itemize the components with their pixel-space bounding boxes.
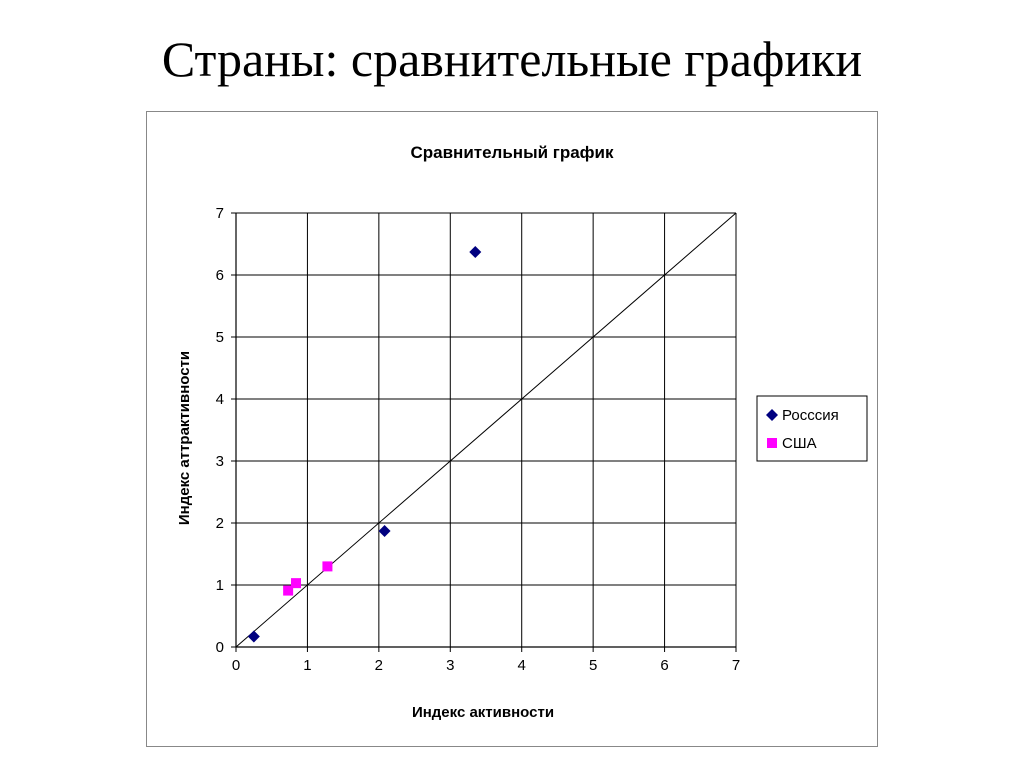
russia-data-point — [247, 630, 260, 643]
legend-label: Росссия — [782, 407, 839, 424]
x-tick-label: 0 — [232, 657, 240, 674]
x-axis-title: Индекс активности — [412, 704, 554, 721]
x-tick-label: 4 — [518, 657, 526, 674]
legend-box — [756, 395, 868, 462]
axis-ticks: 0 1 2 3 4 5 6 7 0 1 2 3 4 5 6 7 — [216, 205, 741, 674]
x-tick-label: 6 — [660, 657, 668, 674]
y-tick-label: 0 — [216, 639, 224, 656]
usa-data-point — [322, 561, 333, 572]
x-tick-label: 2 — [375, 657, 383, 674]
chart-title: Сравнительный график — [410, 143, 614, 162]
plot-grid — [235, 212, 737, 648]
data-points — [247, 246, 482, 643]
y-tick-label: 1 — [216, 577, 224, 594]
y-axis-title: Индекс аттрактивности — [176, 351, 193, 525]
y-tick-label: 2 — [216, 515, 224, 532]
russia-data-point — [378, 525, 391, 538]
x-tick-label: 1 — [303, 657, 311, 674]
y-tick-label: 6 — [216, 267, 224, 284]
y-tick-label: 4 — [216, 391, 224, 408]
legend-label: США — [782, 435, 817, 452]
legend: Росссия США — [756, 395, 868, 462]
usa-data-point — [283, 585, 294, 596]
chart-frame: Сравнительный график 0 1 2 3 4 5 6 7 0 1 2 3 4 5 6 7 Ин… — [146, 111, 878, 747]
y-tick-label: 3 — [216, 453, 224, 470]
x-tick-label: 3 — [446, 657, 454, 674]
reference-line-group — [235, 212, 737, 648]
usa-data-point — [291, 578, 301, 589]
slide-title: Страны: сравнительные графики — [161, 31, 863, 87]
legend-marker — [767, 438, 777, 448]
x-tick-label: 5 — [589, 657, 597, 674]
legend-marker — [766, 409, 778, 421]
y-tick-label: 5 — [216, 329, 224, 346]
russia-data-point — [469, 246, 482, 259]
reference-line — [235, 212, 737, 648]
scatter-chart: Сравнительный график 0 1 2 3 4 5 6 7 0 1 2 3 4 5 6 7 Ин… — [176, 143, 868, 721]
y-tick-label: 7 — [216, 205, 224, 222]
x-tick-label: 7 — [732, 657, 740, 674]
